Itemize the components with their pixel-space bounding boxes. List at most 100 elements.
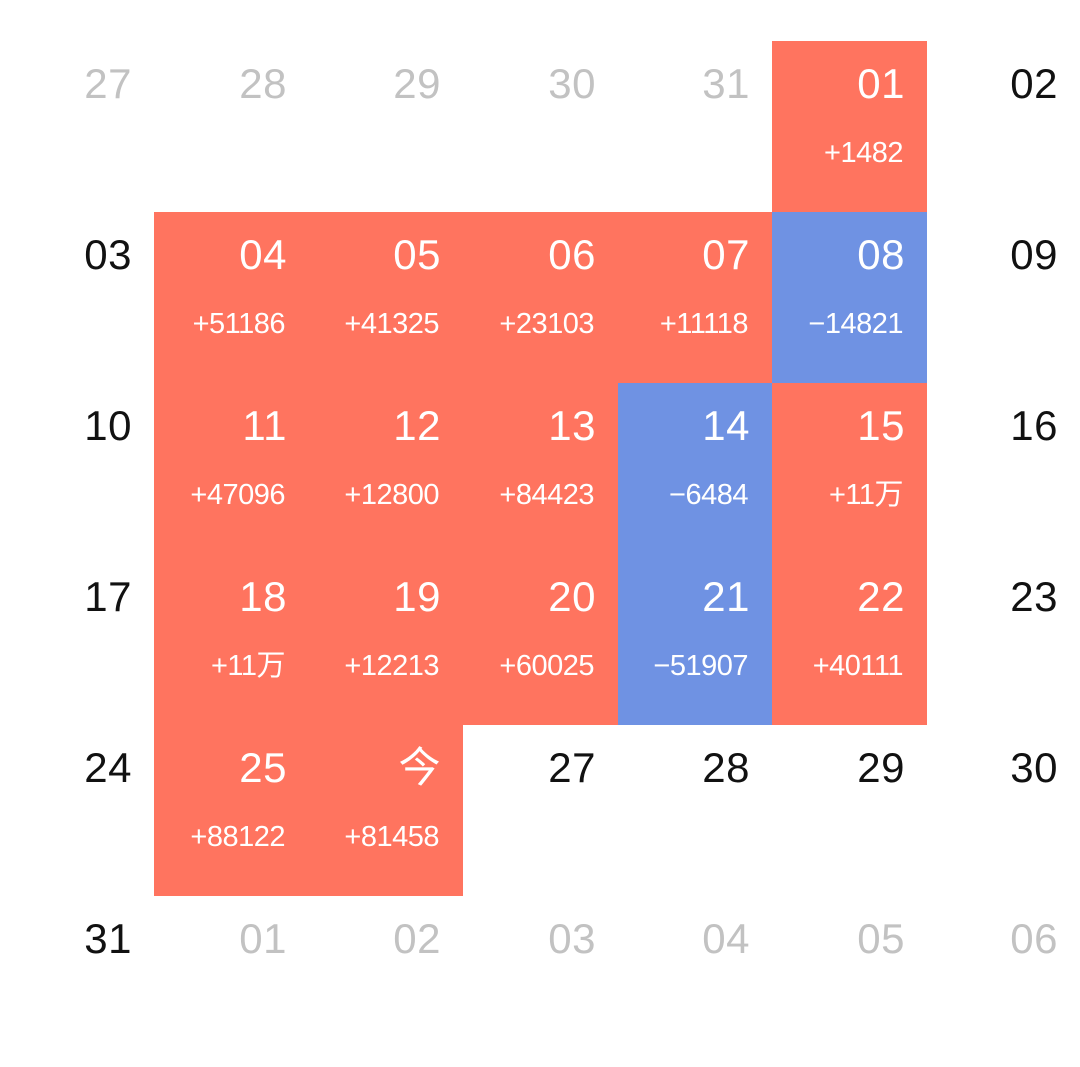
daily-pnl-amount: +60025 <box>499 650 594 682</box>
day-number: 18 <box>239 573 287 620</box>
calendar-day-cell[interactable]: 16 <box>927 383 1080 554</box>
calendar-day-cell[interactable]: 06 +23103 <box>463 212 618 383</box>
calendar-day-cell[interactable]: 15 +11万 <box>772 383 927 554</box>
calendar-day-cell[interactable]: 01 +1482 <box>772 41 927 212</box>
calendar-day-cell[interactable]: 14 −6484 <box>618 383 772 554</box>
day-number: 27 <box>84 60 132 107</box>
day-number: 11 <box>242 402 287 449</box>
calendar-day-cell[interactable]: 21 −51907 <box>618 554 772 725</box>
calendar-day-cell[interactable]: 06 <box>927 896 1080 1067</box>
calendar-day-cell[interactable]: 09 <box>927 212 1080 383</box>
calendar-day-cell[interactable]: 29 <box>772 725 927 896</box>
day-number: 今 <box>398 744 441 791</box>
day-number: 01 <box>857 60 905 107</box>
calendar-day-cell[interactable]: 04 <box>618 896 772 1067</box>
day-number: 08 <box>857 231 905 278</box>
calendar-day-cell[interactable]: 05 +41325 <box>309 212 463 383</box>
calendar-day-cell[interactable]: 12 +12800 <box>309 383 463 554</box>
daily-pnl-amount: +1482 <box>824 137 903 169</box>
calendar-day-cell[interactable]: 31 <box>618 41 772 212</box>
daily-pnl-amount: +41325 <box>344 308 439 340</box>
daily-pnl-amount: +11万 <box>210 650 286 682</box>
day-number: 30 <box>1010 744 1058 791</box>
calendar-day-cell[interactable]: 23 <box>927 554 1080 725</box>
daily-pnl-amount: −6484 <box>669 479 748 511</box>
pnl-calendar-grid: 27 28 29 30 31 01 +1482 02 03 04 +51186 05 +41325 06 +… <box>0 41 1080 1067</box>
daily-pnl-amount: +12800 <box>344 479 439 511</box>
calendar-day-cell[interactable]: 19 +12213 <box>309 554 463 725</box>
day-number: 23 <box>1010 573 1058 620</box>
day-number: 25 <box>239 744 287 791</box>
calendar-day-cell[interactable]: 28 <box>618 725 772 896</box>
daily-pnl-amount: −14821 <box>808 308 903 340</box>
calendar-day-cell[interactable]: 25 +88122 <box>154 725 309 896</box>
calendar-day-cell[interactable]: 27 <box>0 41 154 212</box>
daily-pnl-amount: +11118 <box>659 308 749 340</box>
calendar-day-cell[interactable]: 02 <box>309 896 463 1067</box>
calendar-day-cell[interactable]: 20 +60025 <box>463 554 618 725</box>
day-number: 28 <box>702 744 750 791</box>
day-number: 22 <box>857 573 905 620</box>
calendar-day-cell[interactable]: 07 +11118 <box>618 212 772 383</box>
day-number: 29 <box>393 60 441 107</box>
calendar-day-cell[interactable]: 13 +84423 <box>463 383 618 554</box>
day-number: 28 <box>239 60 287 107</box>
daily-pnl-amount: +47096 <box>190 479 285 511</box>
day-number: 19 <box>393 573 441 620</box>
day-number: 31 <box>702 60 750 107</box>
calendar-day-cell[interactable]: 29 <box>309 41 463 212</box>
day-number: 06 <box>1010 915 1058 962</box>
calendar-day-cell[interactable]: 08 −14821 <box>772 212 927 383</box>
day-number: 31 <box>84 915 132 962</box>
day-number: 02 <box>393 915 441 962</box>
day-number: 09 <box>1010 231 1058 278</box>
day-number: 17 <box>84 573 132 620</box>
day-number: 14 <box>702 402 750 449</box>
day-number: 04 <box>239 231 287 278</box>
calendar-day-cell[interactable]: 10 <box>0 383 154 554</box>
daily-pnl-amount: +51186 <box>192 308 286 340</box>
day-number: 05 <box>393 231 441 278</box>
daily-pnl-amount: −51907 <box>653 650 748 682</box>
calendar-day-cell[interactable]: 31 <box>0 896 154 1067</box>
day-number: 20 <box>548 573 596 620</box>
day-number: 24 <box>84 744 132 791</box>
calendar-day-cell[interactable]: 01 <box>154 896 309 1067</box>
calendar-day-cell[interactable]: 02 <box>927 41 1080 212</box>
calendar-day-cell[interactable]: 11 +47096 <box>154 383 309 554</box>
calendar-day-cell[interactable]: 28 <box>154 41 309 212</box>
day-number: 21 <box>702 573 750 620</box>
day-number: 06 <box>548 231 596 278</box>
day-number: 02 <box>1010 60 1058 107</box>
calendar-day-cell[interactable]: 27 <box>463 725 618 896</box>
day-number: 03 <box>84 231 132 278</box>
daily-pnl-amount: +40111 <box>812 650 904 682</box>
daily-pnl-amount: +23103 <box>499 308 594 340</box>
day-number: 16 <box>1010 402 1058 449</box>
daily-pnl-amount: +84423 <box>499 479 594 511</box>
calendar-day-cell[interactable]: 17 <box>0 554 154 725</box>
day-number: 27 <box>548 744 596 791</box>
day-number: 05 <box>857 915 905 962</box>
calendar-day-cell[interactable]: 03 <box>463 896 618 1067</box>
day-number: 03 <box>548 915 596 962</box>
calendar-day-cell[interactable]: 04 +51186 <box>154 212 309 383</box>
calendar-day-cell[interactable]: 30 <box>927 725 1080 896</box>
day-number: 15 <box>857 402 905 449</box>
calendar-day-cell[interactable]: 18 +11万 <box>154 554 309 725</box>
day-number: 10 <box>84 402 132 449</box>
daily-pnl-amount: +81458 <box>344 821 439 853</box>
daily-pnl-amount: +12213 <box>344 650 439 682</box>
daily-pnl-amount: +88122 <box>190 821 285 853</box>
day-number: 30 <box>548 60 596 107</box>
calendar-day-cell[interactable]: 今 +81458 <box>309 725 463 896</box>
day-number: 07 <box>702 231 750 278</box>
calendar-day-cell[interactable]: 24 <box>0 725 154 896</box>
daily-pnl-amount: +11万 <box>828 479 904 511</box>
calendar-day-cell[interactable]: 30 <box>463 41 618 212</box>
day-number: 13 <box>548 402 596 449</box>
day-number: 04 <box>702 915 750 962</box>
calendar-day-cell[interactable]: 05 <box>772 896 927 1067</box>
calendar-day-cell[interactable]: 03 <box>0 212 154 383</box>
calendar-day-cell[interactable]: 22 +40111 <box>772 554 927 725</box>
